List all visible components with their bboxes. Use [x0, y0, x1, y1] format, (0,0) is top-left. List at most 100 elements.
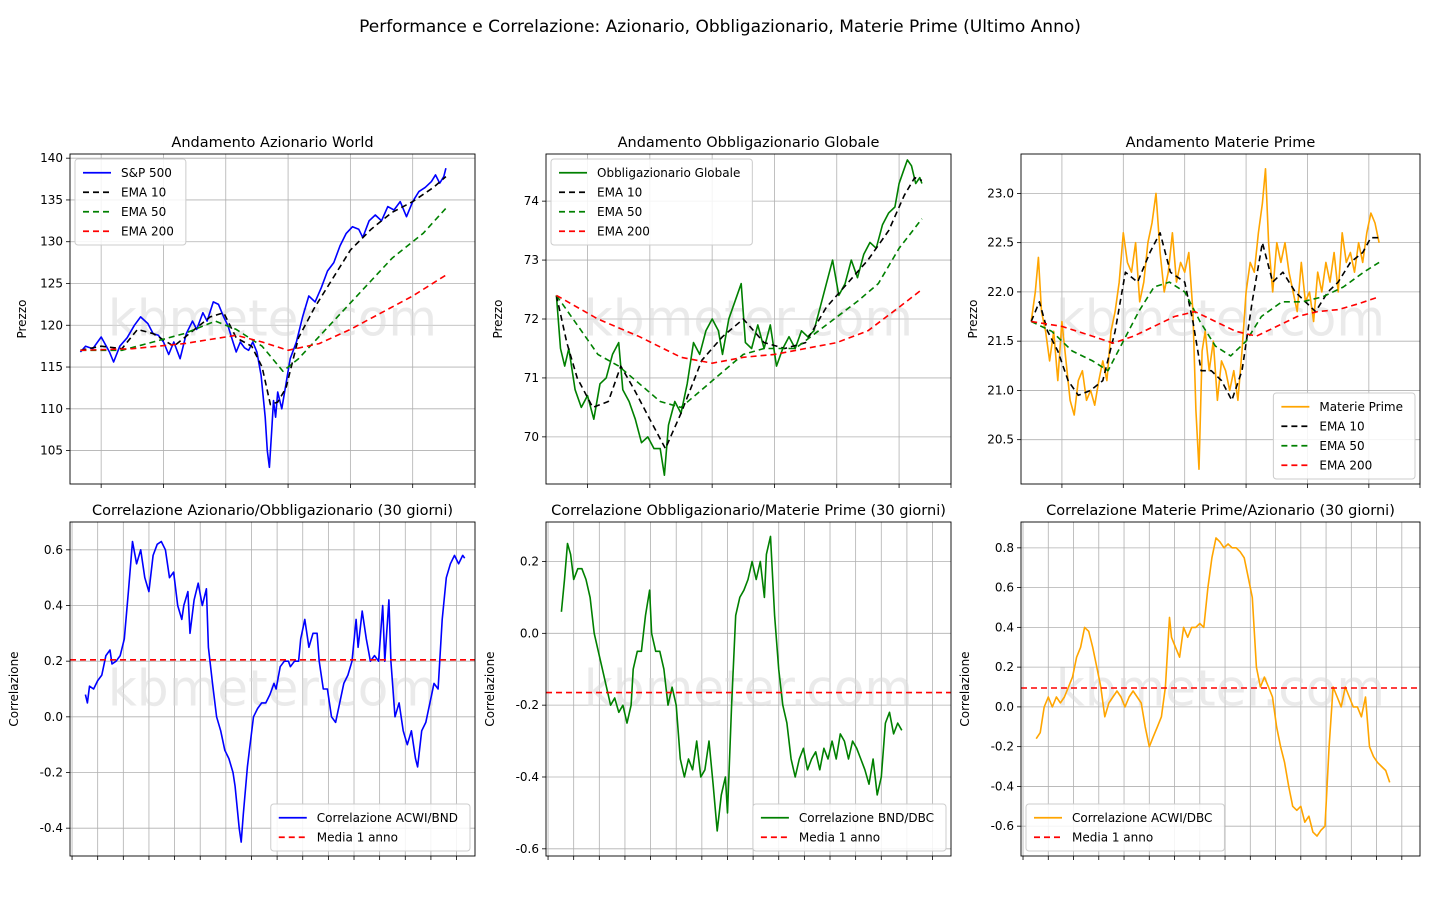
- y-tick-label: 0.8: [995, 541, 1014, 555]
- y-tick-label: 0.0: [520, 626, 539, 640]
- legend-label: Media 1 anno: [799, 830, 880, 844]
- legend-label: Obbligazionario Globale: [597, 166, 740, 180]
- series-line-0: [79, 168, 447, 469]
- y-tick-label: 135: [40, 193, 63, 207]
- series-line-0: [1030, 168, 1380, 470]
- watermark-text: kbmeter.com: [584, 290, 913, 348]
- y-tick-label: 0.6: [995, 581, 1014, 595]
- series-line-0: [84, 540, 466, 843]
- watermark-text: kbmeter.com: [108, 290, 437, 348]
- legend: Correlazione ACWI/DBC Media 1 anno: [1025, 803, 1225, 852]
- y-tick-label: 0.0: [995, 700, 1014, 714]
- legend-label: EMA 50: [1319, 439, 1364, 453]
- watermark-text: kbmeter.com: [1056, 290, 1385, 348]
- y-tick-label: 0.2: [44, 654, 63, 668]
- y-tick-label: -0.2: [991, 740, 1014, 754]
- legend-box: [74, 158, 187, 246]
- y-tick-label: 71: [524, 371, 539, 385]
- y-tick-label: 140: [40, 151, 63, 165]
- y-tick-label: 0.4: [995, 620, 1014, 634]
- legend: S&P 500 EMA 10 EMA 50 EMA 200: [74, 158, 187, 246]
- legend-box: [550, 158, 753, 246]
- y-tick-label: 0.6: [44, 543, 63, 557]
- y-tick-label: 0.2: [995, 660, 1014, 674]
- y-axis-label: Prezzo: [15, 299, 29, 338]
- y-tick-label: 0.0: [44, 710, 63, 724]
- chart-panel-p5: -0.6 -0.4 -0.2 0.0 0.2 0.4 0.6 0.8 kbmeter.com Co…: [958, 503, 1421, 860]
- series-line-2: [555, 218, 923, 409]
- y-tick-label: -0.2: [40, 766, 63, 780]
- legend-label: EMA 10: [121, 185, 166, 199]
- y-tick-label: 115: [40, 360, 63, 374]
- y-tick-label: 105: [40, 444, 63, 458]
- y-tick-label: 110: [40, 402, 63, 416]
- chart-panel-p4: -0.6 -0.4 -0.2 0.0 0.2 kbmeter.com Correlazion…: [483, 503, 952, 860]
- y-axis-label: Correlazione: [483, 651, 497, 726]
- legend: Correlazione ACWI/BND Media 1 anno: [270, 803, 471, 852]
- legend-label: EMA 50: [597, 205, 642, 219]
- y-tick-label: -0.4: [991, 779, 1014, 793]
- axes-frame: [69, 153, 476, 485]
- y-tick-label: -0.2: [516, 698, 539, 712]
- panel-title: Andamento Azionario World: [171, 135, 373, 151]
- legend-box: [270, 803, 471, 852]
- y-tick-label: 72: [524, 312, 539, 326]
- chart-panel-p2: 20.5 21.0 21.5 22.0 22.5 23.0 kbmeter.com Andam…: [966, 135, 1421, 488]
- watermark-text: kbmeter.com: [1056, 660, 1385, 718]
- legend-label: EMA 200: [1319, 458, 1372, 472]
- y-tick-label: 74: [524, 194, 539, 208]
- y-tick-label: 120: [40, 318, 63, 332]
- figure-title: Performance e Correlazione: Azionario, O…: [359, 17, 1081, 37]
- watermark-text: kbmeter.com: [584, 660, 913, 718]
- y-tick-label: 125: [40, 276, 63, 290]
- legend: Correlazione BND/DBC Media 1 anno: [752, 803, 947, 852]
- panel-title: Correlazione Materie Prime/Azionario (30…: [1046, 503, 1395, 519]
- panel-title: Andamento Obbligazionario Globale: [618, 135, 880, 151]
- series-line-3: [80, 274, 447, 352]
- y-tick-label: -0.4: [516, 770, 539, 784]
- legend-label: EMA 200: [597, 224, 650, 238]
- y-axis-label: Correlazione: [958, 651, 972, 726]
- chart-panel-p3: -0.4-0.20.00.20.40.6kbmeter.comCorrelazi…: [7, 503, 476, 860]
- legend-label: Correlazione ACWI/DBC: [1072, 811, 1212, 825]
- y-tick-label: 23.0: [987, 186, 1014, 200]
- series-line-2: [1030, 261, 1380, 372]
- legend-label: EMA 200: [121, 224, 174, 238]
- chart-panel-p1: 70 71 72 73 74 kbmeter.com Andamento Obbligazi…: [491, 135, 952, 488]
- legend-label: Media 1 anno: [317, 830, 398, 844]
- legend-box: [1025, 803, 1225, 852]
- legend-box: [1272, 392, 1416, 480]
- panel-title: Andamento Materie Prime: [1126, 135, 1316, 151]
- axes-frame: [545, 153, 952, 485]
- panels: 105 110 115 120 125 130 135 140 kbmeter.com Andam…: [7, 135, 1421, 860]
- series-line-2: [80, 207, 447, 372]
- series-line-0: [560, 535, 903, 832]
- series-line-1: [555, 176, 923, 450]
- y-axis-label: Correlazione: [7, 651, 21, 726]
- y-axis-label: Prezzo: [491, 299, 505, 338]
- y-axis-label: Prezzo: [966, 299, 980, 338]
- legend-label: EMA 10: [1319, 419, 1364, 433]
- panel-title: Correlazione Azionario/Obbligazionario (…: [92, 503, 453, 519]
- y-tick-label: -0.6: [991, 819, 1014, 833]
- panel-title: Correlazione Obbligazionario/Materie Pri…: [551, 503, 946, 519]
- series-line-3: [556, 288, 923, 364]
- legend-box: [752, 803, 947, 852]
- legend: Obbligazionario Globale EMA 10 EMA 50 EMA 2…: [550, 158, 753, 246]
- y-tick-label: 20.5: [987, 433, 1014, 447]
- series-line-1: [80, 175, 447, 406]
- y-tick-label: 0.4: [44, 599, 63, 613]
- legend-label: Correlazione ACWI/BND: [317, 811, 458, 825]
- axes-frame: [1020, 521, 1421, 857]
- y-tick-label: 21.5: [987, 334, 1014, 348]
- y-tick-label: 130: [40, 235, 63, 249]
- y-tick-label: 73: [524, 253, 539, 267]
- y-tick-label: 22.5: [987, 236, 1014, 250]
- series-line-3: [1031, 296, 1380, 344]
- legend-label: Materie Prime: [1319, 400, 1403, 414]
- legend-label: EMA 50: [121, 205, 166, 219]
- legend-label: S&P 500: [121, 166, 172, 180]
- y-tick-label: 70: [524, 430, 539, 444]
- series-line-0: [555, 159, 923, 476]
